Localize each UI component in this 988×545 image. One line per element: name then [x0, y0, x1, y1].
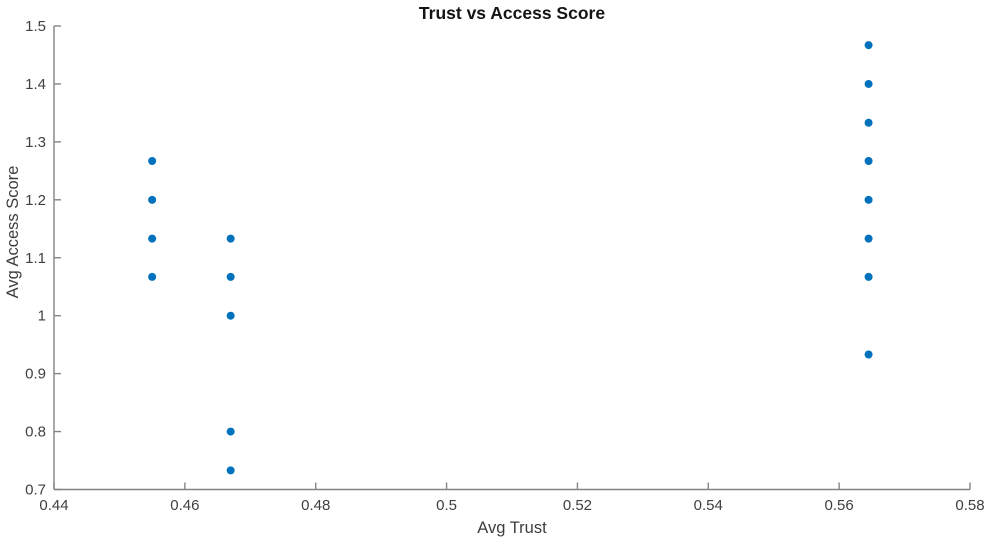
data-point	[864, 156, 873, 165]
y-tick-label: 1	[38, 308, 46, 325]
y-tick-label: 0.9	[25, 366, 46, 383]
data-point	[148, 156, 157, 165]
x-tick-label: 0.52	[563, 497, 592, 514]
data-point	[226, 311, 235, 320]
y-tick-label: 1.2	[25, 192, 46, 209]
data-point	[148, 234, 157, 243]
y-tick-label: 1.5	[25, 18, 46, 35]
data-point	[226, 234, 235, 243]
y-tick-label: 1.1	[25, 250, 46, 267]
x-tick-label: 0.54	[694, 497, 723, 514]
x-tick-label: 0.5	[436, 497, 457, 514]
data-point	[864, 234, 873, 243]
y-tick-label: 0.7	[25, 482, 46, 499]
data-point	[864, 41, 873, 50]
x-axis-label: Avg Trust	[477, 519, 547, 537]
x-tick-label: 0.48	[301, 497, 330, 514]
data-point	[864, 195, 873, 204]
y-tick-label: 0.8	[25, 424, 46, 441]
chart-title: Trust vs Access Score	[418, 3, 606, 23]
data-point	[148, 195, 157, 204]
data-point	[864, 272, 873, 281]
x-tick-label: 0.58	[955, 497, 984, 514]
data-point	[864, 118, 873, 127]
x-tick-label: 0.46	[170, 497, 199, 514]
y-tick-label: 1.4	[25, 76, 46, 93]
data-point	[226, 427, 235, 436]
y-tick-label: 1.3	[25, 134, 46, 151]
data-point	[148, 272, 157, 281]
y-axis-label: Avg Access Score	[4, 165, 22, 299]
data-point	[864, 350, 873, 359]
data-point	[226, 272, 235, 281]
data-point	[864, 79, 873, 88]
data-point	[226, 466, 235, 475]
x-tick-label: 0.44	[39, 497, 68, 514]
x-tick-label: 0.56	[825, 497, 854, 514]
